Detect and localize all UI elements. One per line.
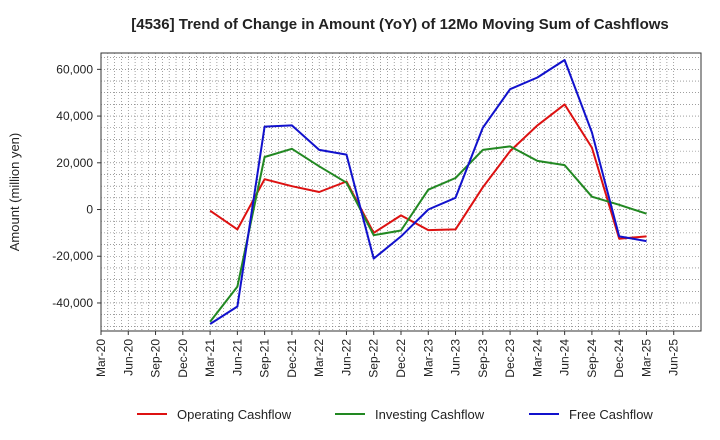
legend-label-operating-cashflow: Operating Cashflow [177, 407, 292, 422]
legend: Operating Cashflow Investing Cashflow Free… [137, 407, 653, 422]
x-tick-label: Dec-23 [503, 339, 517, 378]
series-line-operating-cashflow [209, 103, 647, 240]
x-tick-label: Mar-22 [312, 339, 326, 377]
legend-label-free-cashflow: Free Cashflow [569, 407, 653, 422]
x-tick-label: Sep-22 [367, 339, 381, 378]
grid [101, 53, 701, 331]
x-tick-label: Mar-23 [421, 339, 435, 377]
y-tick-label: 40,000 [56, 109, 93, 123]
legend-label-investing-cashflow: Investing Cashflow [375, 407, 485, 422]
x-tick-label: Jun-24 [558, 339, 572, 376]
x-tick-label: Mar-20 [94, 339, 108, 377]
x-tick-label: Jun-21 [230, 339, 244, 376]
x-tick-label: Jun-20 [121, 339, 135, 376]
x-tick-label: Sep-23 [476, 339, 490, 378]
x-tick-label: Jun-22 [339, 339, 353, 376]
x-tick-label: Sep-24 [585, 339, 599, 378]
y-tick-label: 0 [86, 203, 93, 217]
chart-title: [4536] Trend of Change in Amount (YoY) o… [131, 16, 669, 33]
x-tick-label: Dec-21 [285, 339, 299, 378]
y-tick-label: -20,000 [52, 249, 93, 263]
x-tick-label: Dec-22 [394, 339, 408, 378]
x-tick-label: Mar-21 [203, 339, 217, 377]
x-tick-label: Sep-20 [149, 339, 163, 378]
x-tick-label: Mar-25 [639, 339, 653, 377]
y-tick-label: 60,000 [56, 62, 93, 76]
y-tick-label: 20,000 [56, 156, 93, 170]
x-axis: Mar-20 Jun-20 Sep-20 Dec-20 Mar-21 Jun-21 Sep-… [94, 331, 681, 378]
y-axis-label: Amount (million yen) [7, 133, 22, 252]
y-tick-label: -40,000 [52, 296, 93, 310]
x-tick-label: Jun-23 [449, 339, 463, 376]
series-lines [209, 59, 647, 325]
x-tick-label: Dec-20 [176, 339, 190, 378]
series-line-investing-cashflow [209, 145, 647, 323]
x-tick-label: Jun-25 [667, 339, 681, 376]
x-tick-label: Sep-21 [258, 339, 272, 378]
x-tick-label: Dec-24 [612, 339, 626, 378]
series-line-free-cashflow [209, 59, 647, 325]
x-tick-label: Mar-24 [530, 339, 544, 377]
y-axis: -40,000 -20,000 0 20,000 40,000 60,000 [52, 62, 101, 310]
